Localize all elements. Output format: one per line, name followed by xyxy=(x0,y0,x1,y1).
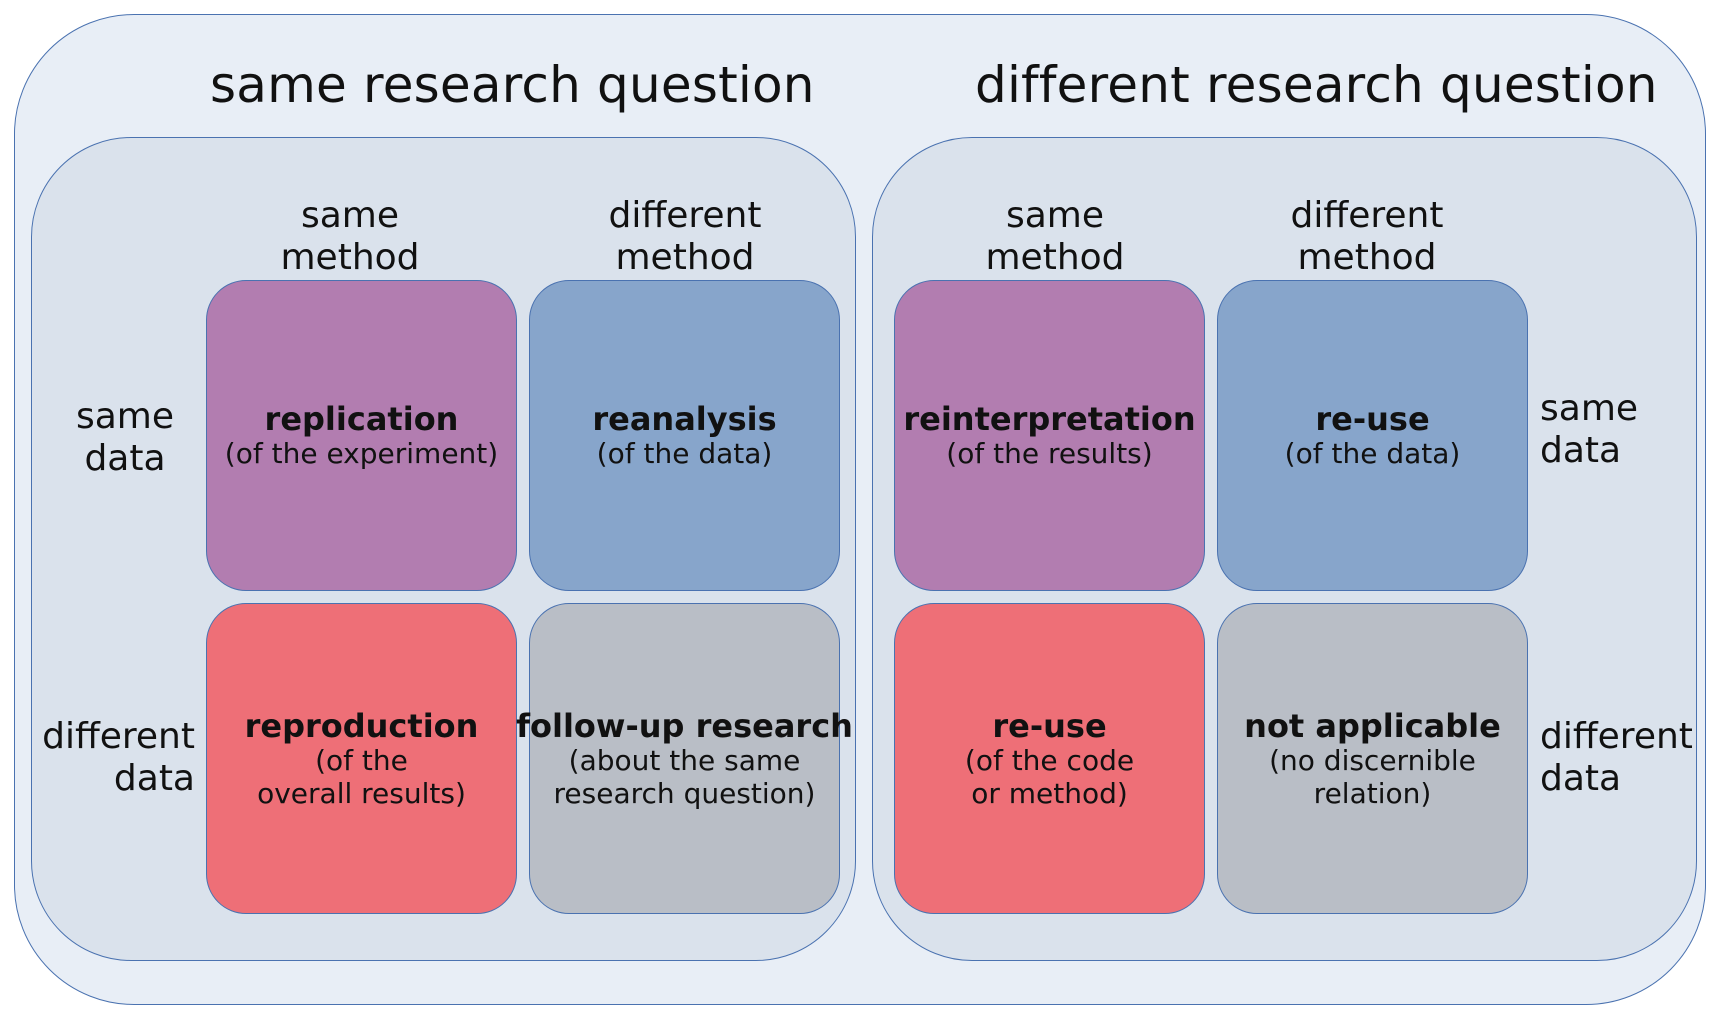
left-row-same-data-label: same data xyxy=(75,396,175,479)
reanalysis-name: reanalysis xyxy=(592,400,777,438)
right-row-different-data-label: different data xyxy=(1540,716,1693,799)
re-use-code-name: re-use xyxy=(992,706,1107,745)
replication-note: (of the experiment) xyxy=(224,437,499,470)
reproduction-name: reproduction xyxy=(244,706,479,745)
re-use-data-cell: re-use (of the data) xyxy=(1217,280,1528,591)
different-research-question-title: different research question xyxy=(975,56,1658,114)
re-use-data-name: re-use xyxy=(1315,400,1430,438)
re-use-code-cell: re-use (of the code or method) xyxy=(894,603,1205,914)
follow-up-research-cell: follow-up research (about the same resea… xyxy=(516,603,853,914)
same-research-question-title: same research question xyxy=(210,56,815,114)
reinterpretation-cell: reinterpretation (of the results) xyxy=(894,280,1205,591)
left-row-different-data-label: different data xyxy=(42,716,195,799)
right-row-same-data-label: same data xyxy=(1540,388,1639,471)
replication-cell: replication (of the experiment) xyxy=(206,280,517,591)
left-col-same-method-label: same method xyxy=(280,195,420,278)
right-col-different-method-label: different method xyxy=(1290,195,1444,278)
reinterpretation-note: (of the results) xyxy=(946,437,1153,470)
reinterpretation-name: reinterpretation xyxy=(903,400,1196,438)
reproduction-note: (of the overall results) xyxy=(257,743,466,810)
re-use-code-note: (of the code or method) xyxy=(964,743,1135,810)
follow-up-research-note: (about the same research question) xyxy=(553,743,816,810)
not-applicable-cell: not applicable (no discernible relation) xyxy=(1217,603,1528,914)
follow-up-research-name: follow-up research xyxy=(516,706,853,745)
reanalysis-cell: reanalysis (of the data) xyxy=(529,280,840,591)
re-use-data-note: (of the data) xyxy=(1284,437,1461,470)
right-col-same-method-label: same method xyxy=(985,195,1125,278)
reproduction-cell: reproduction (of the overall results) xyxy=(206,603,517,914)
left-col-different-method-label: different method xyxy=(608,195,762,278)
not-applicable-note: (no discernible relation) xyxy=(1269,743,1476,810)
replication-name: replication xyxy=(264,400,459,438)
not-applicable-name: not applicable xyxy=(1244,706,1501,745)
reanalysis-note: (of the data) xyxy=(596,437,773,470)
